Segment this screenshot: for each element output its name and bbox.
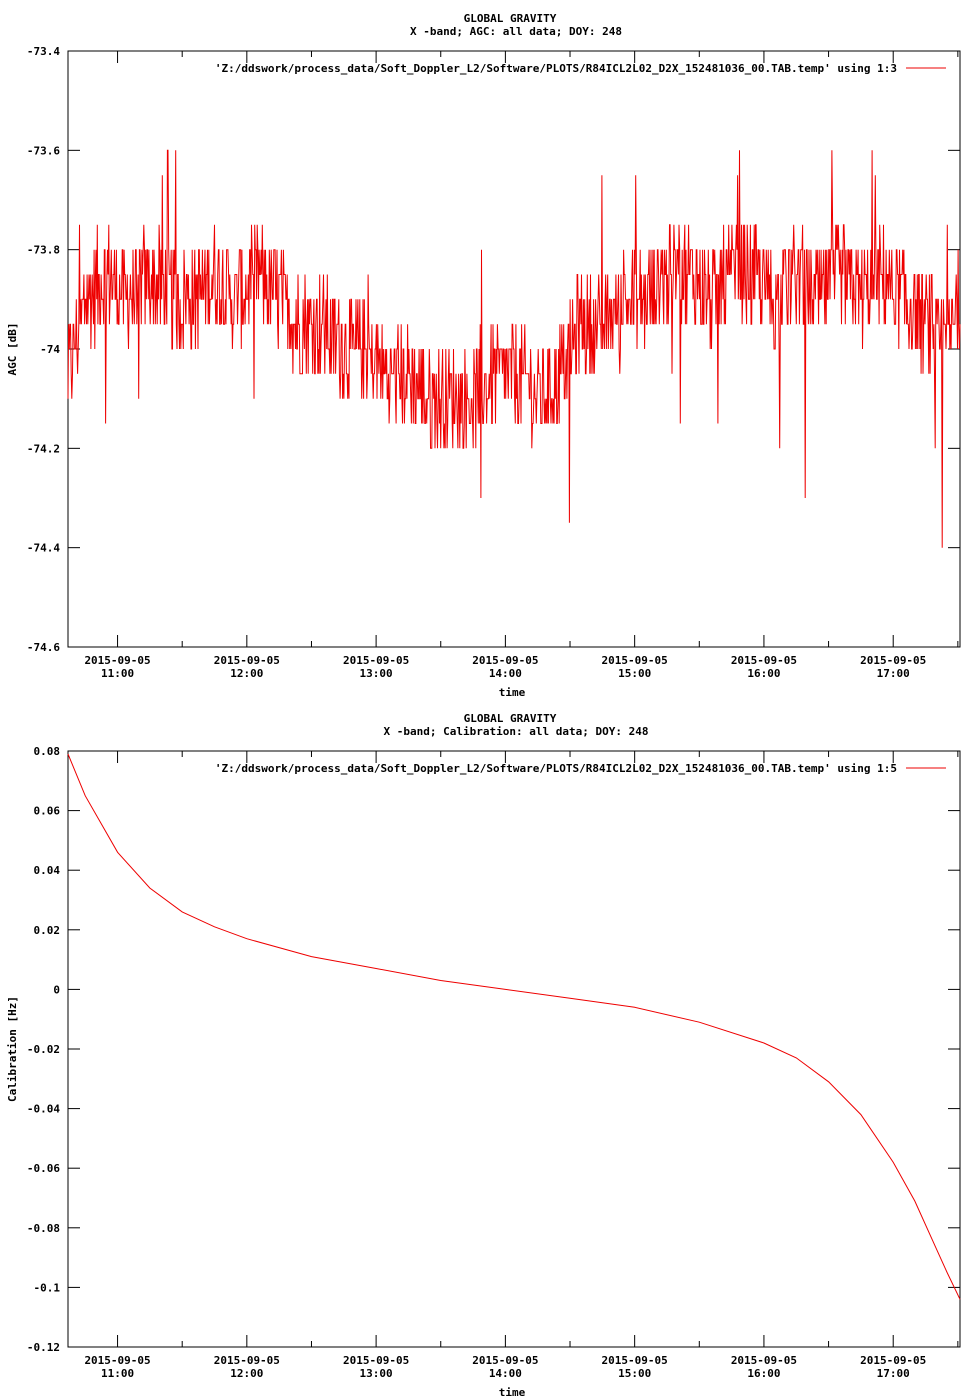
chart1-xtick-label-date: 2015-09-05 bbox=[472, 654, 538, 667]
chart1-ytick-label: -74.6 bbox=[27, 641, 60, 654]
chart1-ytick-label: -74 bbox=[40, 343, 60, 356]
chart1-xtick-label-time: 16:00 bbox=[747, 667, 780, 680]
chart1-xtick-label-time: 17:00 bbox=[877, 667, 910, 680]
chart1-xlabel: time bbox=[499, 686, 526, 699]
chart2-xtick-label-time: 11:00 bbox=[101, 1367, 134, 1380]
chart2-xtick-label-time: 14:00 bbox=[489, 1367, 522, 1380]
chart1-legend-label: 'Z:/ddswork/process_data/Soft_Doppler_L2… bbox=[215, 62, 897, 75]
chart2-xtick-label-time: 17:00 bbox=[877, 1367, 910, 1380]
chart2-xtick-label-date: 2015-09-05 bbox=[343, 1354, 409, 1367]
chart2-series-calibration-line bbox=[67, 753, 961, 1300]
chart1-ytick-label: -73.6 bbox=[27, 144, 60, 157]
chart2-ytick-label: -0.06 bbox=[27, 1162, 60, 1175]
chart2-ytick-label: 0.04 bbox=[34, 864, 61, 877]
chart1-ylabel: AGC [dB] bbox=[6, 323, 19, 376]
chart1-xtick-label-time: 12:00 bbox=[230, 667, 263, 680]
chart2-xtick-label-date: 2015-09-05 bbox=[731, 1354, 797, 1367]
chart1-subtitle: X -band; AGC: all data; DOY: 248 bbox=[410, 25, 622, 38]
chart2-xtick-label-date: 2015-09-05 bbox=[860, 1354, 926, 1367]
chart2-subtitle: X -band; Calibration: all data; DOY: 248 bbox=[384, 725, 649, 738]
chart2-xtick-label-date: 2015-09-05 bbox=[214, 1354, 280, 1367]
chart2-plot-frame bbox=[67, 750, 961, 1348]
chart1-xtick-label-date: 2015-09-05 bbox=[84, 654, 150, 667]
chart2-ylabel: Calibration [Hz] bbox=[6, 996, 19, 1102]
chart1-xtick-label-date: 2015-09-05 bbox=[602, 654, 668, 667]
chart1-xtick-label-date: 2015-09-05 bbox=[343, 654, 409, 667]
chart2-ytick-label: 0.06 bbox=[34, 805, 61, 818]
chart1-ytick-label: -73.4 bbox=[27, 45, 60, 58]
chart2-xtick-label-time: 15:00 bbox=[618, 1367, 651, 1380]
chart2-ytick-label: -0.1 bbox=[34, 1281, 61, 1294]
chart1-ytick-label: -74.2 bbox=[27, 442, 60, 455]
chart1-xtick-label-time: 13:00 bbox=[360, 667, 393, 680]
chart1-xtick-label-date: 2015-09-05 bbox=[214, 654, 280, 667]
chart2-xtick-label-date: 2015-09-05 bbox=[602, 1354, 668, 1367]
chart2-title: GLOBAL GRAVITY bbox=[464, 712, 557, 725]
chart2-xtick-label-date: 2015-09-05 bbox=[84, 1354, 150, 1367]
chart2-ytick-label: 0.02 bbox=[34, 924, 61, 937]
chart2-ytick-label: 0 bbox=[53, 983, 60, 996]
chart1-ytick-label: -74.4 bbox=[27, 542, 60, 555]
chart2-xtick-label-date: 2015-09-05 bbox=[472, 1354, 538, 1367]
chart2-xtick-label-time: 12:00 bbox=[230, 1367, 263, 1380]
chart2-legend-label: 'Z:/ddswork/process_data/Soft_Doppler_L2… bbox=[215, 762, 897, 775]
chart1-series-agc-line bbox=[67, 149, 961, 548]
chart2-xtick-label-time: 16:00 bbox=[747, 1367, 780, 1380]
chart2-ytick-label: 0.08 bbox=[34, 745, 61, 758]
chart1-xtick-label-time: 11:00 bbox=[101, 667, 134, 680]
chart1-xtick-label-time: 15:00 bbox=[618, 667, 651, 680]
chart1-xtick-label-time: 14:00 bbox=[489, 667, 522, 680]
chart2-xlabel: time bbox=[499, 1386, 526, 1399]
chart2-ytick-label: -0.04 bbox=[27, 1103, 60, 1116]
chart2-xtick-label-time: 13:00 bbox=[360, 1367, 393, 1380]
chart2-ytick-label: -0.12 bbox=[27, 1341, 60, 1354]
chart2-ytick-label: -0.02 bbox=[27, 1043, 60, 1056]
chart1-ytick-label: -73.8 bbox=[27, 244, 60, 257]
chart1-xtick-label-date: 2015-09-05 bbox=[731, 654, 797, 667]
chart2-ytick-label: -0.08 bbox=[27, 1222, 60, 1235]
chart1-xtick-label-date: 2015-09-05 bbox=[860, 654, 926, 667]
chart1-title: GLOBAL GRAVITY bbox=[464, 12, 557, 25]
